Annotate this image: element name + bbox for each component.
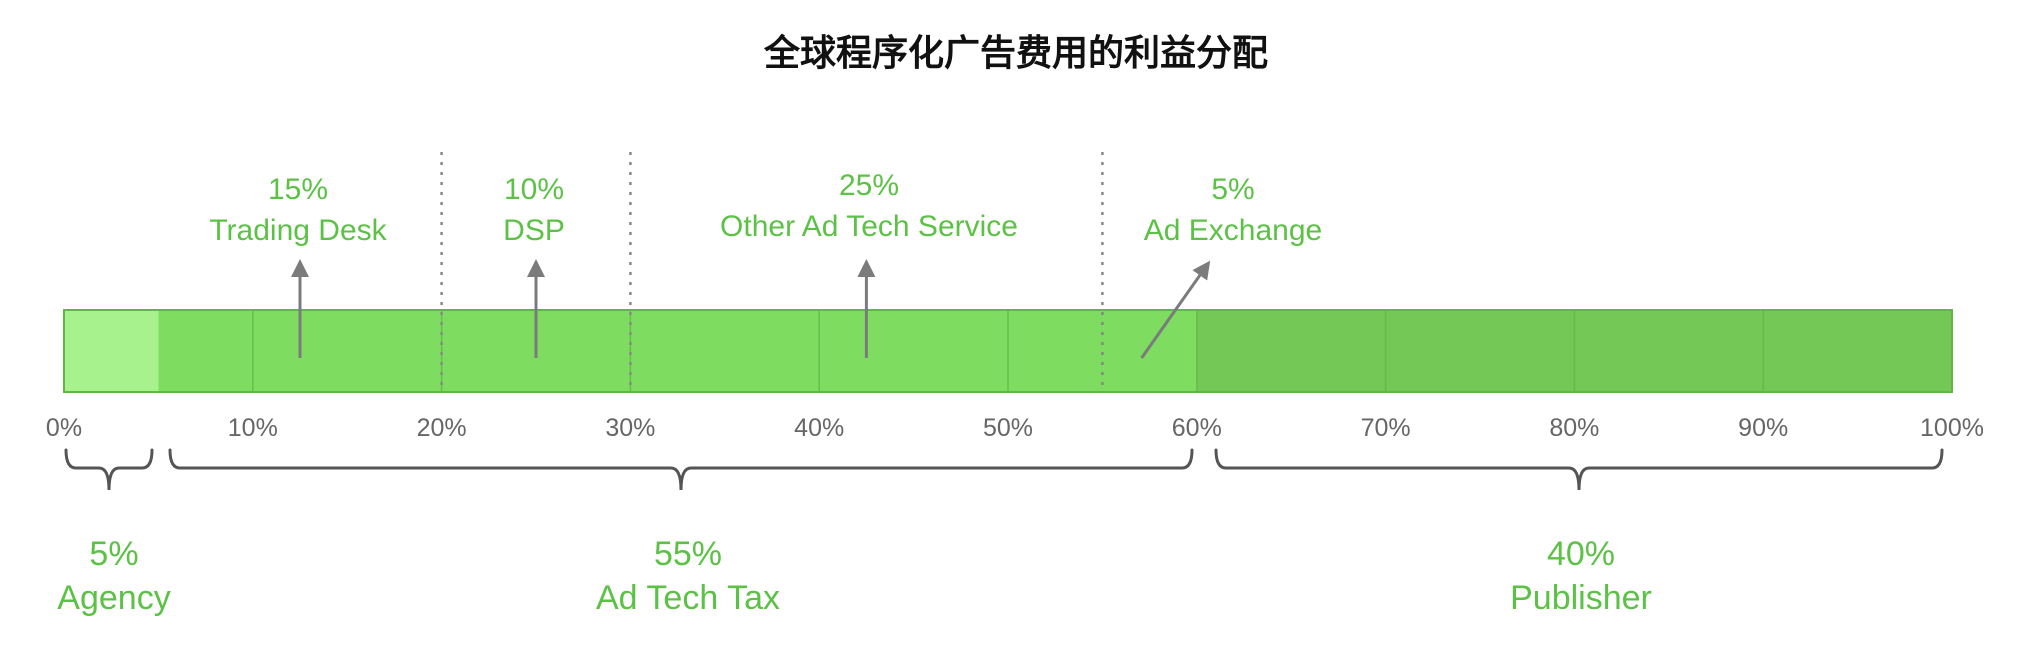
tick-label: 40% <box>794 414 844 442</box>
brace-publisher <box>1214 448 1944 491</box>
tick-label: 30% <box>605 414 655 442</box>
tick-label: 80% <box>1549 414 1599 442</box>
tick-label: 0% <box>46 414 82 442</box>
group-value-publisher: 40% <box>1547 535 1615 573</box>
brace-agency <box>64 448 154 491</box>
chart-title: 全球程序化广告费用的利益分配 <box>763 32 1268 74</box>
tick-label: 70% <box>1361 414 1411 442</box>
tick-layer: 0% 10% 20% 30% 40% 50% 60% 70% 80% 90% 100% <box>46 414 1984 442</box>
divider-layer <box>440 152 1104 392</box>
arrow-ad-exchange <box>1140 260 1211 359</box>
tick-label: 90% <box>1738 414 1788 442</box>
label-value-dsp: 10% <box>504 173 564 206</box>
arrow-layer <box>291 259 1211 359</box>
label-name-dsp: DSP <box>503 214 565 247</box>
label-value-trading-desk: 15% <box>268 173 328 206</box>
tick-label: 10% <box>228 414 278 442</box>
label-name-ad-exchange: Ad Exchange <box>1144 214 1322 247</box>
label-value-ad-exchange: 5% <box>1211 173 1254 206</box>
group-name-agency: Agency <box>57 579 170 617</box>
brace-layer <box>64 448 1944 491</box>
group-value-agency: 5% <box>89 535 138 573</box>
label-name-other-ad-tech-service: Other Ad Tech Service <box>720 210 1018 243</box>
label-name-trading-desk: Trading Desk <box>209 214 387 247</box>
group-value-ad-tech-tax: 55% <box>654 535 722 573</box>
brace-ad-tech-tax <box>168 448 1194 491</box>
tick-label: 60% <box>1172 414 1222 442</box>
label-layer: 15% Trading Desk 10% DSP 25% Other Ad Tech Se… <box>209 169 1322 247</box>
bar-segment-agency <box>64 310 159 392</box>
tick-label: 50% <box>983 414 1033 442</box>
tick-label: 100% <box>1920 414 1984 442</box>
tick-label: 20% <box>417 414 467 442</box>
label-value-other-ad-tech-service: 25% <box>839 169 899 202</box>
group-label-layer: 5% Agency 55% Ad Tech Tax 40% Publisher <box>57 535 1652 617</box>
group-name-ad-tech-tax: Ad Tech Tax <box>596 579 780 617</box>
group-name-publisher: Publisher <box>1510 579 1652 617</box>
bar-segment-ad-tech-tax <box>158 310 1197 392</box>
